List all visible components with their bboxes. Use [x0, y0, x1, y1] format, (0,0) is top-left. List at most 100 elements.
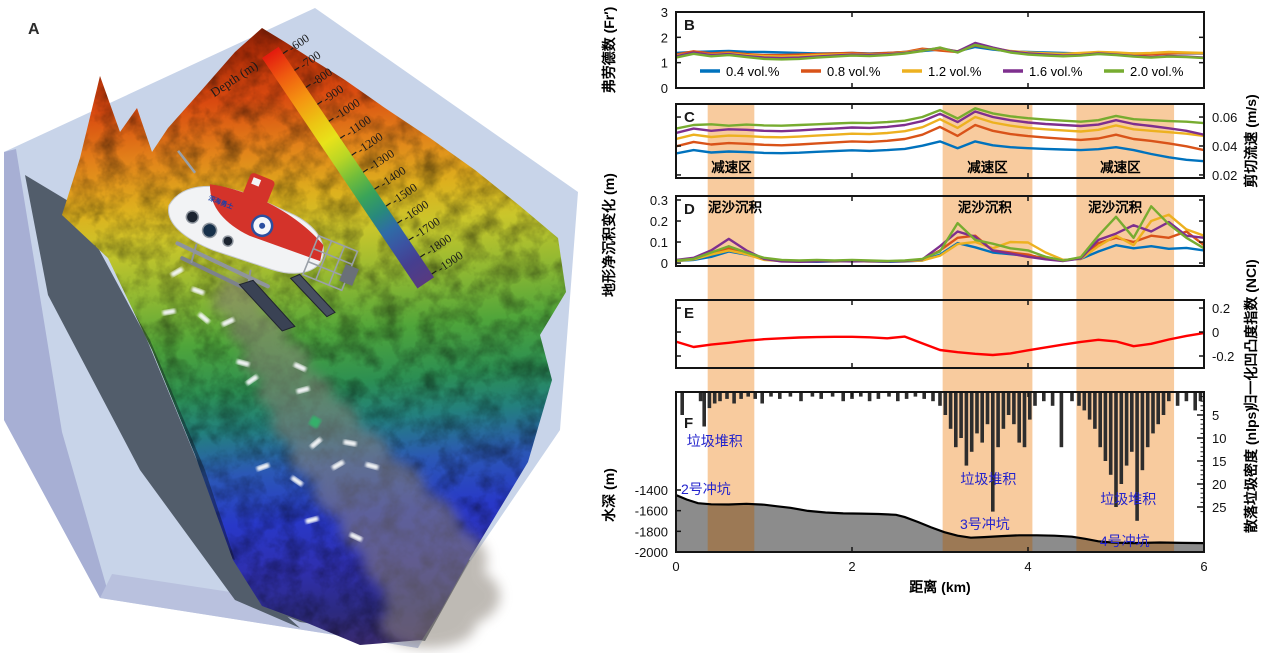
litter-bar — [1145, 392, 1150, 448]
litter-bar — [938, 392, 942, 406]
debris-markers — [162, 267, 379, 542]
debris-flake — [343, 439, 357, 447]
annotation-3号冲坑: 3号冲坑 — [960, 516, 1010, 532]
depth-colorbar: Depth (m) -600-700-800-900-1000-1100-120… — [207, 31, 466, 289]
panel-a-3d-map: A — [4, 8, 578, 648]
debris-flake — [365, 462, 379, 470]
debris-flake — [236, 359, 250, 367]
series-line-1.2vol.% — [676, 115, 1204, 141]
legend: 0.4 vol.% 0.8 vol.% 1.2 vol.% 1.6 vol.% 2.0 … — [700, 64, 1184, 79]
debris-flake-green — [308, 415, 322, 429]
panel-D-frame: 0 0.1 0.2 0.3 — [650, 193, 1205, 271]
debris-flake — [191, 286, 205, 296]
debris-flake — [310, 437, 322, 449]
annotation-垃圾堆积: 垃圾堆积 — [1100, 491, 1156, 507]
litter-bar — [913, 392, 918, 397]
series-line-0.8vol.% — [676, 123, 1204, 152]
litter-bar — [1087, 392, 1092, 420]
litter-bar — [788, 392, 793, 397]
series-line-2.0vol.% — [676, 43, 1204, 61]
debris-flake — [290, 475, 304, 487]
litter-bar — [1012, 392, 1016, 425]
legend-label: 0.4 vol.% — [726, 64, 780, 79]
litter-bar — [1156, 392, 1160, 425]
submersible-sail — [243, 173, 275, 205]
litter-bar — [904, 392, 909, 399]
litter-bar — [1124, 392, 1129, 466]
panel-B-border — [675, 11, 1205, 89]
submersible-porthole-3 — [222, 235, 234, 247]
debris-flake — [305, 516, 319, 524]
nlps-tick-label: 10 — [1212, 431, 1226, 446]
annotation-垃圾堆积: 垃圾堆积 — [687, 433, 743, 449]
litter-bar — [943, 392, 948, 415]
litter-bar — [991, 392, 995, 512]
debris-flake — [256, 462, 270, 472]
litter-bar — [876, 392, 881, 399]
depth-tick-label: -2000 — [635, 545, 668, 560]
litter-bar — [819, 392, 823, 399]
colorbar-tick — [317, 100, 323, 105]
y-tick-label: 2 — [661, 30, 668, 45]
litter-bar — [760, 392, 764, 404]
panel-F-border — [675, 391, 1205, 553]
submersible: 深海勇士 — [168, 150, 359, 332]
litter-bar — [1103, 392, 1108, 461]
panel-C-letter: C — [684, 109, 695, 126]
litter-bar — [964, 392, 969, 466]
x-tick-label: 2 — [848, 559, 855, 574]
charts-layer: 0 1 2 3 B 弗劳德数 (Fr′) 0.4 vol.% 0.8 vol.% 1.2 vol… — [601, 5, 1259, 574]
panel-B-axis-title: 弗劳德数 (Fr′) — [601, 7, 617, 94]
litter-bar — [1050, 392, 1055, 406]
litter-bar — [841, 392, 845, 402]
litter-bar — [753, 392, 757, 399]
litter-bar — [1140, 392, 1145, 471]
colorbar-tick — [374, 185, 380, 190]
litter-bar — [680, 392, 684, 415]
submersible-sail-stripe — [251, 177, 262, 187]
y-tick-label: 0 — [1212, 325, 1219, 340]
colorbar-tick — [362, 168, 369, 173]
litter-bar — [887, 392, 891, 397]
y-tick-label: 0.2 — [1212, 301, 1230, 316]
panel-B-series — [676, 41, 1204, 61]
litter-bar — [1151, 392, 1155, 434]
colorbar-tick — [328, 117, 334, 122]
debris-flake — [221, 317, 235, 327]
nlps-tick-label: 5 — [1212, 408, 1219, 423]
litter-bar — [702, 392, 706, 427]
zone-label: 减速区 — [711, 159, 752, 175]
litter-bar — [922, 392, 926, 399]
litter-bar — [718, 392, 722, 402]
submersible-panel-fin-1 — [238, 279, 296, 332]
y-tick-label: 0 — [661, 81, 668, 96]
y-tick-label: 0 — [661, 256, 668, 271]
nlps-tick-label: 20 — [1212, 477, 1226, 492]
depth-profile-line — [676, 493, 1204, 545]
debris-flake — [293, 362, 307, 372]
litter-bar — [769, 392, 773, 397]
submersible-antenna — [177, 150, 197, 174]
litter-bar — [810, 392, 815, 397]
zone-label: 减速区 — [1100, 159, 1141, 175]
panel-C-border — [675, 103, 1205, 179]
colorbar-tick — [420, 253, 426, 258]
litter-bar — [996, 392, 1000, 448]
series-line-NCI — [676, 331, 1204, 357]
y-tick-label: 0.02 — [1212, 168, 1237, 183]
y-tick-label: 0.1 — [650, 235, 668, 250]
litter-bar — [1082, 392, 1087, 411]
debris-flake — [162, 308, 176, 316]
panel-a-letter: A — [28, 21, 40, 38]
litter-bar — [959, 392, 963, 438]
debris-flake — [331, 460, 345, 470]
litter-bar — [969, 392, 974, 452]
litter-bar — [1130, 392, 1134, 452]
legend-label: 2.0 vol.% — [1130, 64, 1184, 79]
y-tick-label: 0.3 — [650, 193, 668, 208]
litter-bar — [746, 392, 750, 397]
litter-bar — [1070, 392, 1074, 402]
y-tick-label: -0.2 — [1212, 349, 1234, 364]
series-line-1.6vol.% — [676, 110, 1204, 136]
